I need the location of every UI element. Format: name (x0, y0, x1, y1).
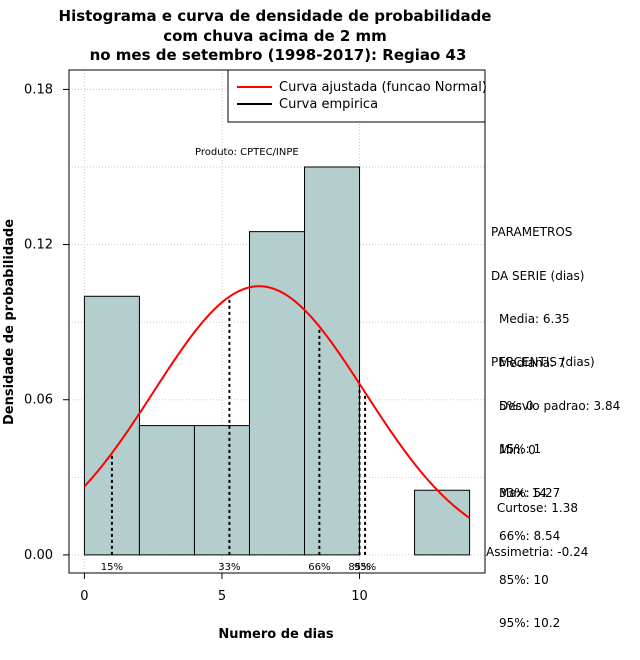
title-line-3: no mes de setembro (1998-2017): Regiao 4… (90, 46, 467, 64)
percentile-95: 95%: 10.2 (499, 616, 561, 630)
percentile-label-4: 95% (354, 562, 376, 573)
legend-box (227, 69, 486, 123)
percentile-label-2: 66% (308, 562, 330, 573)
param-desvio: Desvio padrao: 3.84 (499, 399, 621, 413)
percentile-33: 33%: 5.27 (499, 485, 561, 500)
param-min: Min: 0 (499, 442, 536, 457)
curtose-value: Curtose: 1.38 (496, 501, 578, 515)
x-tick-label-1: 5 (218, 589, 226, 604)
histogram-bar-1 (138, 425, 195, 556)
histogram-bar-3 (248, 231, 306, 556)
normal-fit-curve (83, 285, 471, 519)
percentile-label-1: 33% (218, 562, 240, 573)
percentile-lines: 15% 33% 66% 85%95% (101, 296, 376, 573)
y-tick-label-1: 0.06 (24, 393, 53, 408)
shape-stats-panel: Curtose: 1.38 Assimetria: -0.24 (486, 472, 589, 574)
title-line-1: Histograma e curva de densidade de proba… (59, 7, 492, 25)
y-axis-label: Densidade de probabilidade (2, 219, 17, 425)
product-annotation: Produto: CPTEC/INPE (195, 147, 299, 158)
x-axis: 0 5 10 (80, 572, 368, 604)
percentile-label-3: 85% (348, 562, 370, 573)
params-header-2: DA SERIE (dias) (491, 268, 585, 283)
percentile-label-0: 15% (101, 562, 123, 573)
y-tick-label-2: 0.12 (24, 238, 53, 253)
y-axis: 0.00 0.06 0.12 0.18 (24, 82, 69, 563)
params-panel: PARAMETROS DA SERIE (dias) Media: 6.35 M… (491, 196, 620, 515)
param-media: Media: 6.35 (499, 312, 570, 326)
legend: Curva ajustada (funcao Normal) Curva emp… (227, 69, 487, 123)
legend-label-empirical: Curva empirica (279, 97, 378, 112)
chart-title: Histograma e curva de densidade de proba… (59, 7, 492, 64)
histogram-bars (83, 166, 471, 556)
x-axis-label: Numero de dias (218, 627, 334, 642)
params-header-1: PARAMETROS (491, 225, 573, 239)
y-tick-label-0: 0.00 (24, 548, 53, 563)
histogram-bar-2 (193, 425, 250, 556)
percentiles-header: PERCENTIS (dias) (491, 355, 595, 369)
assimetria-value: Assimetria: -0.24 (486, 544, 589, 559)
legend-label-fit: Curva ajustada (funcao Normal) (279, 80, 487, 95)
histogram-bar-5 (414, 489, 471, 556)
y-tick-label-3: 0.18 (24, 82, 53, 97)
param-mediana: Mediana: 7 (499, 355, 566, 370)
param-max: Max: 14 (499, 486, 547, 500)
x-tick-label-0: 0 (80, 589, 88, 604)
histogram-bar-4 (304, 166, 361, 556)
percentiles-panel: PERCENTIS (dias) 5%: 0 15%: 1 33%: 5.27 … (491, 326, 595, 645)
percentile-66: 66%: 8.54 (499, 529, 561, 543)
title-line-2: com chuva acima de 2 mm (163, 27, 387, 45)
x-tick-label-2: 10 (351, 589, 368, 604)
percentile-5: 5%: 0 (499, 398, 534, 413)
percentile-15: 15%: 1 (499, 442, 542, 456)
percentile-85: 85%: 10 (499, 572, 549, 587)
